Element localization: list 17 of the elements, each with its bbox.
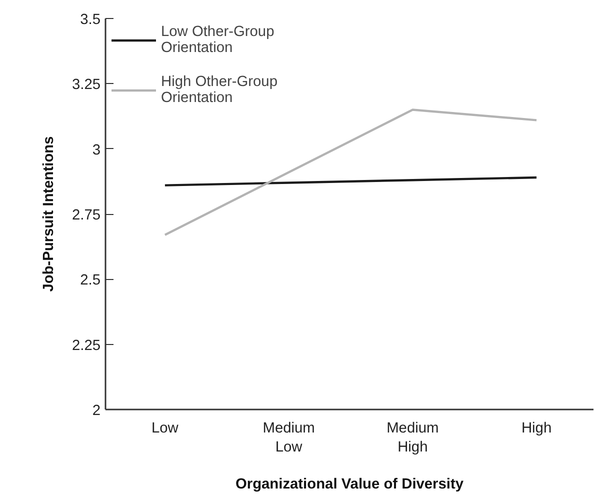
y-axis-title: Job-Pursuit Intentions xyxy=(40,136,57,292)
y-tick-label: 2.5 xyxy=(80,272,100,289)
y-tick-label: 3.25 xyxy=(72,77,101,94)
x-axis-title: Organizational Value of Diversity xyxy=(235,476,464,493)
x-tick-label: Low xyxy=(152,420,179,436)
y-tick-label: 3.5 xyxy=(80,12,100,28)
y-tick-label: 3 xyxy=(92,142,101,158)
y-tick-label: 2.75 xyxy=(72,208,101,224)
y-tick-label: 2 xyxy=(92,403,101,419)
y-tick-label: 2.25 xyxy=(72,338,101,354)
line-series xyxy=(164,176,538,186)
x-tick-label: Medium High xyxy=(386,420,439,456)
legend-label: Low Other-Group Orientation xyxy=(161,24,274,56)
x-tick-label: Medium Low xyxy=(262,420,315,456)
line-series xyxy=(164,108,538,236)
legend-label: High Other-Group Orientation xyxy=(161,74,278,106)
x-tick-label: High xyxy=(521,420,552,436)
